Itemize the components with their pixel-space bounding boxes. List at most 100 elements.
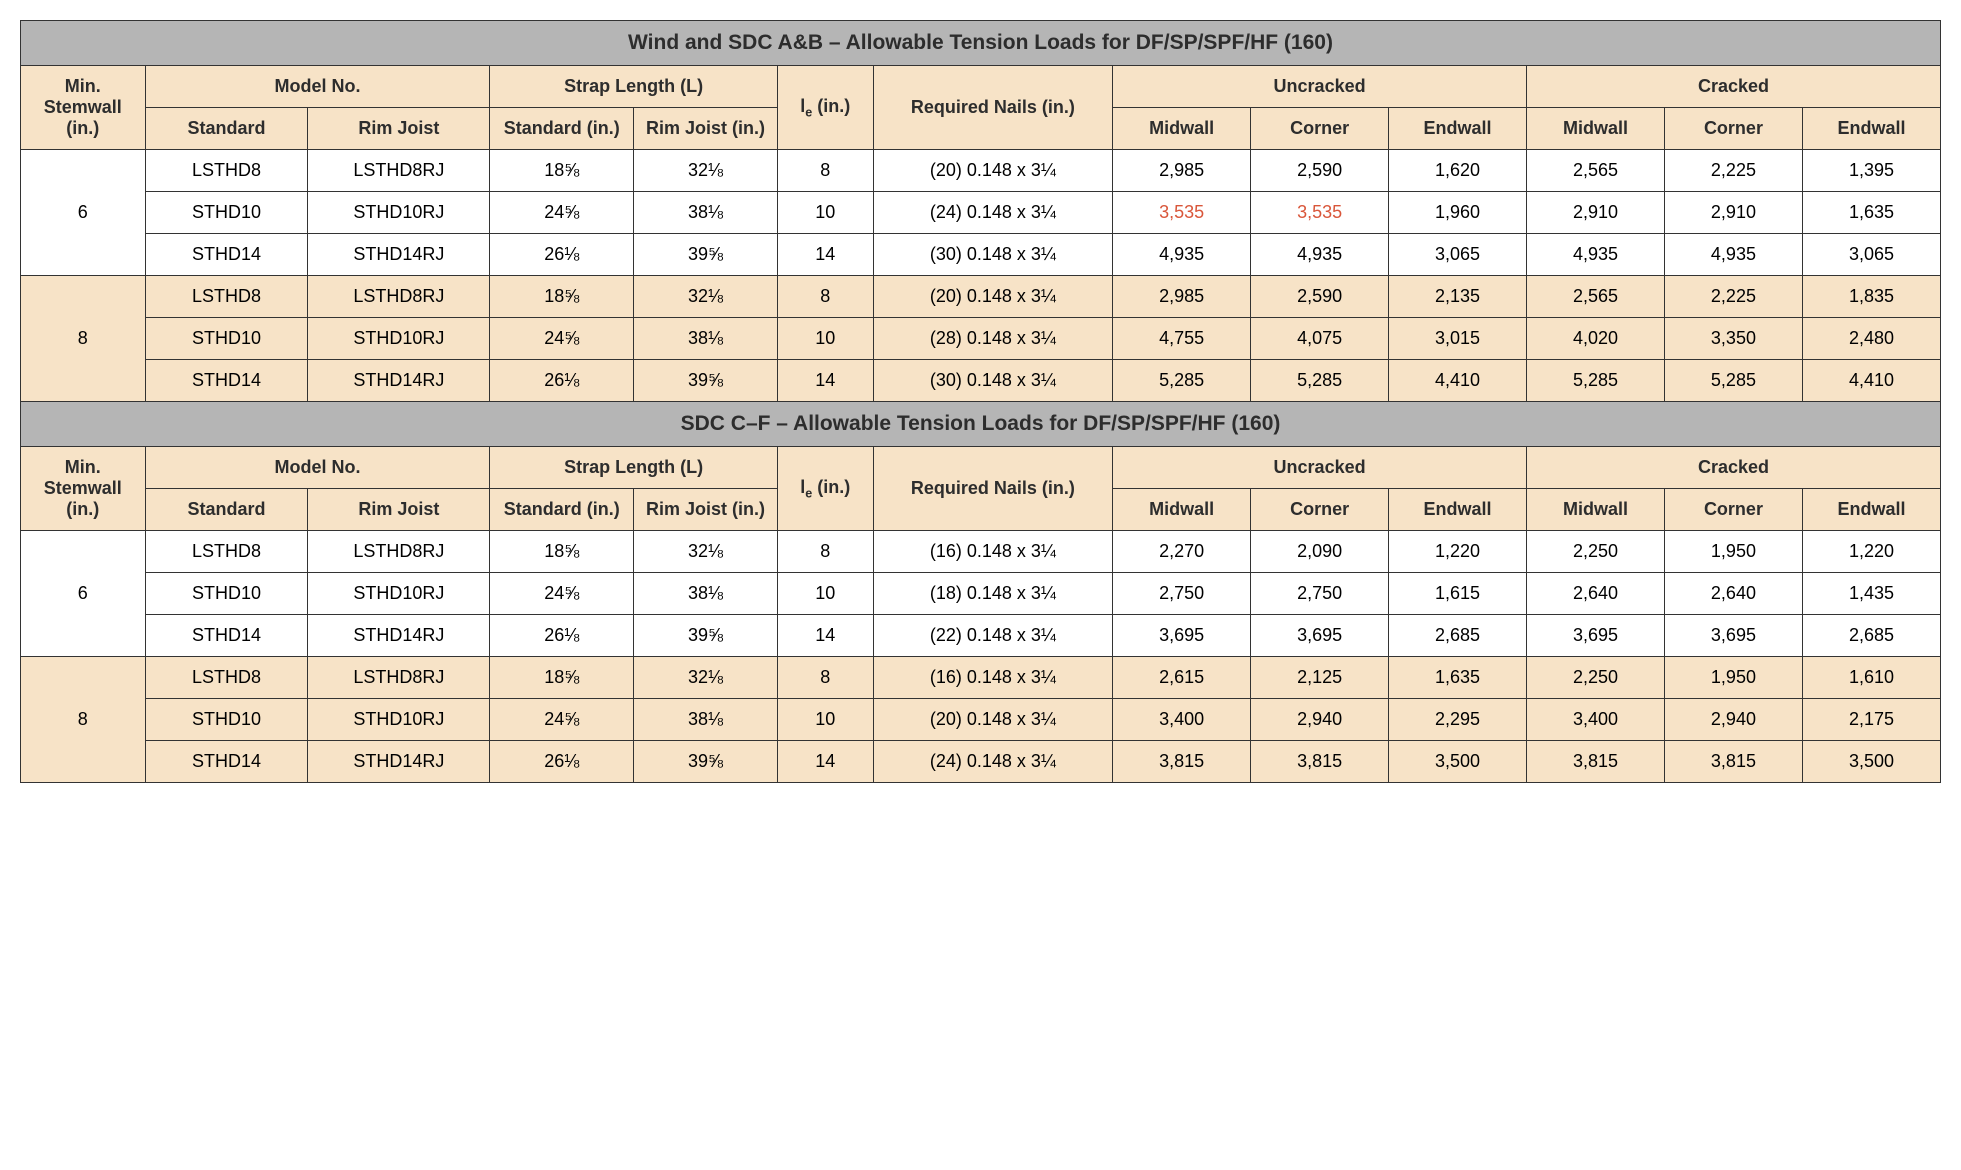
hdr-c-endwall: Endwall: [1802, 108, 1940, 150]
cell-required-nails: (16) 0.148 x 3¼: [873, 531, 1113, 573]
cell-required-nails: (24) 0.148 x 3¼: [873, 192, 1113, 234]
cell-cracked-midwall: 3,400: [1527, 699, 1665, 741]
header-row-1: Min. Stemwall (in.)Model No.Strap Length…: [21, 66, 1941, 108]
hdr-c-endwall: Endwall: [1802, 489, 1940, 531]
hdr-cracked: Cracked: [1527, 66, 1941, 108]
cell-cracked-corner: 3,695: [1664, 615, 1802, 657]
cell-uncracked-midwall: 3,535: [1113, 192, 1251, 234]
cell-strap-standard: 24⅝: [490, 192, 634, 234]
cell-required-nails: (30) 0.148 x 3¼: [873, 360, 1113, 402]
cell-model-standard: STHD14: [145, 741, 308, 783]
cell-cracked-endwall: 1,635: [1802, 192, 1940, 234]
cell-uncracked-corner: 4,075: [1251, 318, 1389, 360]
cell-cracked-midwall: 3,695: [1527, 615, 1665, 657]
hdr-c-midwall: Midwall: [1527, 489, 1665, 531]
cell-le: 10: [777, 573, 873, 615]
cell-le: 10: [777, 192, 873, 234]
cell-uncracked-endwall: 2,685: [1389, 615, 1527, 657]
hdr-u-endwall: Endwall: [1389, 489, 1527, 531]
cell-model-rimjoist: STHD14RJ: [308, 741, 490, 783]
cell-required-nails: (24) 0.148 x 3¼: [873, 741, 1113, 783]
cell-strap-rimjoist: 32⅛: [634, 276, 778, 318]
cell-required-nails: (28) 0.148 x 3¼: [873, 318, 1113, 360]
cell-le: 14: [777, 234, 873, 276]
cell-le: 8: [777, 150, 873, 192]
cell-uncracked-midwall: 5,285: [1113, 360, 1251, 402]
hdr-rim-joist: Rim Joist: [308, 108, 490, 150]
hdr-standard-in: Standard (in.): [490, 489, 634, 531]
cell-stemwall: 6: [21, 150, 146, 276]
cell-cracked-corner: 1,950: [1664, 531, 1802, 573]
cell-cracked-midwall: 2,250: [1527, 531, 1665, 573]
cell-cracked-midwall: 4,020: [1527, 318, 1665, 360]
cell-uncracked-corner: 5,285: [1251, 360, 1389, 402]
cell-uncracked-endwall: 1,220: [1389, 531, 1527, 573]
table-row: STHD14STHD14RJ26⅛39⅝14(30) 0.148 x 3¼5,2…: [21, 360, 1941, 402]
cell-uncracked-endwall: 2,135: [1389, 276, 1527, 318]
cell-strap-standard: 26⅛: [490, 360, 634, 402]
table-row: STHD10STHD10RJ24⅝38⅛10(20) 0.148 x 3¼3,4…: [21, 699, 1941, 741]
hdr-rim-joist-in: Rim Joist (in.): [634, 108, 778, 150]
cell-cracked-corner: 2,940: [1664, 699, 1802, 741]
cell-uncracked-endwall: 1,615: [1389, 573, 1527, 615]
cell-uncracked-midwall: 3,400: [1113, 699, 1251, 741]
cell-cracked-endwall: 2,685: [1802, 615, 1940, 657]
cell-strap-standard: 24⅝: [490, 573, 634, 615]
cell-strap-rimjoist: 39⅝: [634, 741, 778, 783]
hdr-uncracked: Uncracked: [1113, 66, 1527, 108]
cell-model-rimjoist: LSTHD8RJ: [308, 531, 490, 573]
hdr-standard: Standard: [145, 489, 308, 531]
cell-model-standard: LSTHD8: [145, 150, 308, 192]
cell-strap-standard: 18⅝: [490, 657, 634, 699]
hdr-rim-joist: Rim Joist: [308, 489, 490, 531]
cell-uncracked-midwall: 4,755: [1113, 318, 1251, 360]
cell-le: 14: [777, 741, 873, 783]
cell-uncracked-midwall: 3,815: [1113, 741, 1251, 783]
cell-required-nails: (16) 0.148 x 3¼: [873, 657, 1113, 699]
hdr-standard-in: Standard (in.): [490, 108, 634, 150]
cell-strap-rimjoist: 38⅛: [634, 192, 778, 234]
hdr-required-nails: Required Nails (in.): [873, 447, 1113, 531]
cell-required-nails: (30) 0.148 x 3¼: [873, 234, 1113, 276]
cell-uncracked-midwall: 2,750: [1113, 573, 1251, 615]
cell-model-standard: STHD10: [145, 573, 308, 615]
table-row: 6LSTHD8LSTHD8RJ18⅝32⅛8(16) 0.148 x 3¼2,2…: [21, 531, 1941, 573]
cell-cracked-endwall: 3,065: [1802, 234, 1940, 276]
cell-strap-rimjoist: 39⅝: [634, 615, 778, 657]
hdr-c-corner: Corner: [1664, 108, 1802, 150]
table-row: STHD14STHD14RJ26⅛39⅝14(22) 0.148 x 3¼3,6…: [21, 615, 1941, 657]
cell-model-standard: LSTHD8: [145, 657, 308, 699]
hdr-cracked: Cracked: [1527, 447, 1941, 489]
section-title: Wind and SDC A&B – Allowable Tension Loa…: [21, 21, 1941, 66]
cell-cracked-endwall: 1,435: [1802, 573, 1940, 615]
cell-cracked-midwall: 2,565: [1527, 150, 1665, 192]
cell-cracked-endwall: 1,610: [1802, 657, 1940, 699]
cell-le: 8: [777, 531, 873, 573]
cell-le: 14: [777, 360, 873, 402]
cell-strap-standard: 18⅝: [490, 150, 634, 192]
cell-model-standard: STHD10: [145, 699, 308, 741]
cell-strap-rimjoist: 38⅛: [634, 573, 778, 615]
hdr-u-endwall: Endwall: [1389, 108, 1527, 150]
cell-cracked-corner: 1,950: [1664, 657, 1802, 699]
cell-strap-standard: 24⅝: [490, 699, 634, 741]
table-row: 8LSTHD8LSTHD8RJ18⅝32⅛8(20) 0.148 x 3¼2,9…: [21, 276, 1941, 318]
cell-cracked-midwall: 2,250: [1527, 657, 1665, 699]
cell-cracked-corner: 4,935: [1664, 234, 1802, 276]
table-row: 8LSTHD8LSTHD8RJ18⅝32⅛8(16) 0.148 x 3¼2,6…: [21, 657, 1941, 699]
cell-uncracked-endwall: 2,295: [1389, 699, 1527, 741]
hdr-u-midwall: Midwall: [1113, 108, 1251, 150]
cell-model-standard: STHD14: [145, 360, 308, 402]
cell-model-rimjoist: STHD10RJ: [308, 192, 490, 234]
cell-cracked-midwall: 5,285: [1527, 360, 1665, 402]
cell-model-standard: STHD10: [145, 192, 308, 234]
cell-cracked-corner: 3,350: [1664, 318, 1802, 360]
cell-required-nails: (20) 0.148 x 3¼: [873, 276, 1113, 318]
cell-cracked-midwall: 2,910: [1527, 192, 1665, 234]
table-row: STHD10STHD10RJ24⅝38⅛10(24) 0.148 x 3¼3,5…: [21, 192, 1941, 234]
cell-le: 10: [777, 699, 873, 741]
cell-cracked-endwall: 1,220: [1802, 531, 1940, 573]
cell-le: 10: [777, 318, 873, 360]
cell-strap-rimjoist: 38⅛: [634, 318, 778, 360]
section-title-row: Wind and SDC A&B – Allowable Tension Loa…: [21, 21, 1941, 66]
